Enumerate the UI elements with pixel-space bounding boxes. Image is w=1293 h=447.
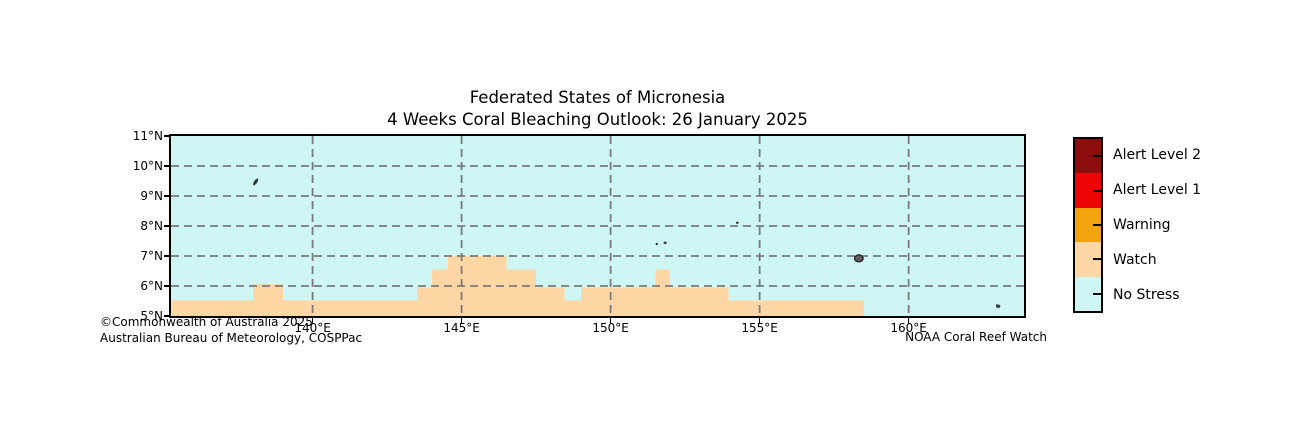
legend-tick-mark xyxy=(1093,155,1101,158)
legend-label: Alert Level 1 xyxy=(1113,181,1202,198)
watch-region xyxy=(506,269,537,316)
watch-region xyxy=(252,283,283,316)
island-marker xyxy=(995,304,1001,308)
legend-swatch xyxy=(1075,139,1101,174)
legend-label: Warning xyxy=(1113,217,1171,233)
legend-label: Watch xyxy=(1113,252,1157,269)
map-canvas xyxy=(171,136,1024,316)
legend-swatch xyxy=(1075,173,1101,208)
watch-region xyxy=(282,300,417,316)
y-tick-mark xyxy=(164,315,169,317)
legend-tick-mark xyxy=(1093,189,1101,192)
watch-region xyxy=(580,287,656,316)
legend-label-row: No Stress xyxy=(1113,278,1283,313)
x-tick-mark xyxy=(460,318,463,323)
x-tick-mark xyxy=(907,318,910,323)
y-tick-label: 6°N xyxy=(140,279,163,293)
legend-tick-mark xyxy=(1093,224,1101,227)
legend-swatch xyxy=(1075,207,1101,243)
y-tick-label: 5°N xyxy=(140,309,163,323)
y-tick-label: 8°N xyxy=(140,219,163,233)
legend-labels: Alert Level 2 Alert Level 1 Warning Watch No… xyxy=(1113,137,1283,313)
x-tick-label: 150°E xyxy=(592,321,629,335)
copyright-line-2: Australian Bureau of Meteorology, COSPPa… xyxy=(100,331,363,345)
title-line-2: 4 Weeks Coral Bleaching Outlook: 26 Janu… xyxy=(387,109,808,129)
copyright-text: ©Commonwealth of Australia 2025 Australi… xyxy=(100,314,362,346)
y-tick-label: 11°N xyxy=(132,129,163,143)
legend-label: Alert Level 2 xyxy=(1113,146,1202,163)
y-tick-label: 10°N xyxy=(132,159,163,173)
y-tick-mark xyxy=(164,225,169,227)
legend-label-row: Alert Level 1 xyxy=(1113,172,1283,207)
noaa-credit-text: NOAA Coral Reef Watch xyxy=(905,330,1047,344)
title-line-1: Federated States of Micronesia xyxy=(469,88,726,107)
map-plot-area xyxy=(169,134,1026,318)
watch-region xyxy=(564,300,581,316)
watch-region xyxy=(670,287,729,316)
watch-region xyxy=(655,269,671,316)
legend-swatch xyxy=(1075,276,1101,312)
island-marker xyxy=(853,254,864,263)
legend-label-row: Warning xyxy=(1113,207,1283,242)
x-tick-label: 155°E xyxy=(741,321,778,335)
y-tick-mark xyxy=(164,255,169,257)
x-tick-mark xyxy=(758,318,761,323)
island-marker xyxy=(735,221,739,224)
x-tick-label: 145°E xyxy=(443,321,480,335)
y-tick-mark xyxy=(164,135,169,137)
legend-swatch xyxy=(1075,242,1101,277)
legend-colorbar xyxy=(1073,137,1103,313)
x-tick-mark xyxy=(311,318,314,323)
island-marker xyxy=(253,178,259,186)
copyright-line-1: ©Commonwealth of Australia 2025 xyxy=(100,315,313,329)
y-tick-label: 7°N xyxy=(140,249,163,263)
watch-region xyxy=(416,287,432,316)
legend-tick-mark xyxy=(1093,258,1101,261)
legend-label-row: Alert Level 2 xyxy=(1113,137,1283,172)
y-tick-mark xyxy=(164,285,169,287)
legend-label: No Stress xyxy=(1113,287,1180,304)
island-marker xyxy=(663,241,667,245)
x-tick-mark xyxy=(609,318,612,323)
legend-tick-mark xyxy=(1093,292,1101,295)
x-tick-label: 140°E xyxy=(294,321,331,335)
x-tick-label: 160°E xyxy=(890,321,927,335)
island-marker xyxy=(655,242,659,246)
watch-region xyxy=(171,300,253,316)
watch-region xyxy=(431,269,449,316)
watch-region xyxy=(536,287,565,316)
y-tick-mark xyxy=(164,165,169,167)
y-tick-label: 9°N xyxy=(140,189,163,203)
legend-label-row: Watch xyxy=(1113,243,1283,278)
chart-title: Federated States of Micronesia 4 Weeks C… xyxy=(171,87,1024,130)
watch-region xyxy=(728,300,864,316)
y-tick-mark xyxy=(164,195,169,197)
